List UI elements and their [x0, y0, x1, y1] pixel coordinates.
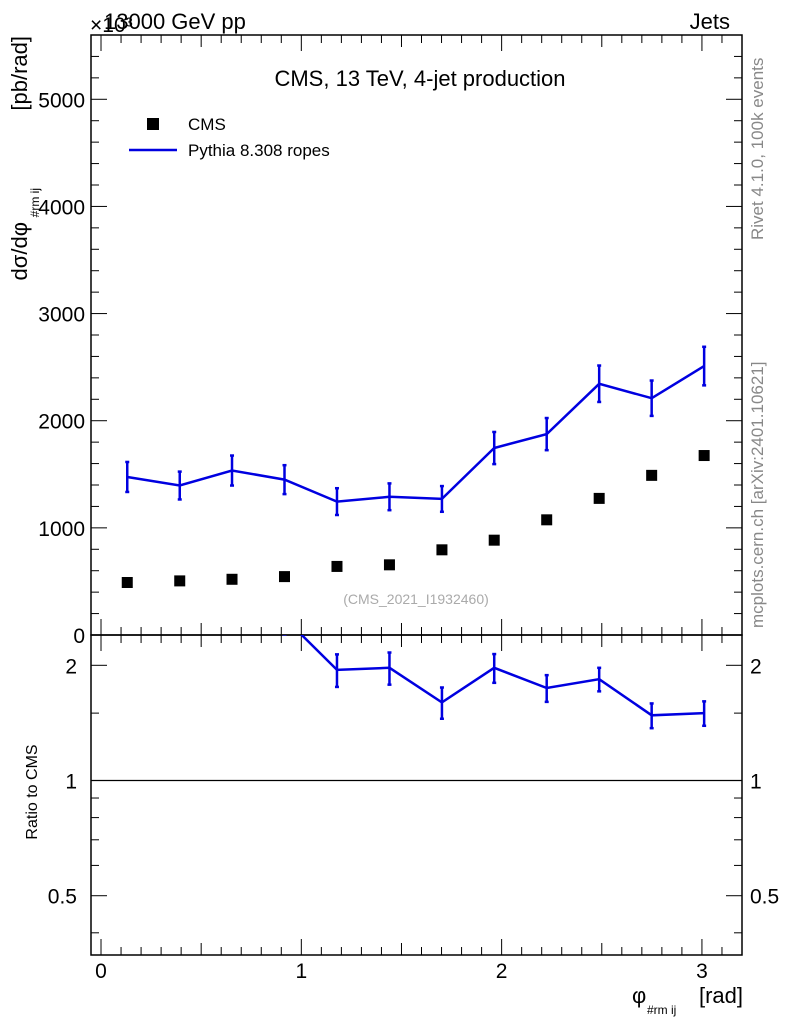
header-energy-label: 13000 GeV pp — [104, 9, 246, 34]
y-axis-label-sub: #rm ij — [28, 188, 42, 217]
cms-data-point — [541, 514, 553, 526]
header-category-label: Jets — [690, 9, 730, 34]
main-y-tick-label: 1000 — [38, 518, 85, 541]
ratio-y-tick-label: 1 — [65, 771, 77, 794]
y-axis-label-unit: [pb/rad] — [7, 36, 32, 111]
legend-label-cms: CMS — [188, 115, 226, 134]
cms-data-point — [121, 577, 133, 588]
legend: CMS Pythia 8.308 ropes — [129, 115, 330, 160]
x-axis-label: φ #rm ij [rad] — [632, 983, 743, 1017]
x-axis-label-main: φ — [632, 983, 646, 1008]
cms-data-point — [278, 571, 290, 583]
ratio-y-tick-label: 0.5 — [48, 886, 77, 909]
cms-data-point — [226, 573, 238, 585]
main-y-tick-label: 4000 — [38, 196, 85, 219]
cms-data-point — [174, 575, 186, 587]
ratio-plot-frame — [90, 634, 743, 956]
ratio-mc-series — [282, 635, 707, 730]
y-axis-label-main: dσ/dφ — [7, 222, 32, 280]
cms-data-point — [698, 450, 710, 462]
cms-data-point — [383, 559, 395, 571]
cms-data-point — [593, 492, 605, 504]
main-y-tick-label: 2000 — [38, 411, 85, 434]
mcplots-label: mcplots.cern.ch [arXiv:2401.10621] — [748, 362, 767, 628]
axis-ticks: 0 1000 2000 3000 4000 5000 0 1 2 3 0.5 0.5 1 1 2 2 — [38, 35, 779, 983]
pythia-line — [127, 365, 705, 503]
x-tick-label: 1 — [295, 960, 307, 983]
chart-title: CMS, 13 TeV, 4-jet production — [274, 66, 565, 91]
main-mc-series — [125, 345, 707, 517]
main-y-tick-label: 5000 — [38, 89, 85, 112]
cms-data-point — [488, 534, 500, 546]
cms-data-point — [331, 560, 343, 572]
legend-marker-cms — [147, 118, 159, 130]
rivet-version-label: Rivet 4.1.0, 100k events — [748, 58, 767, 240]
x-axis-label-unit: [rad] — [699, 983, 743, 1008]
main-y-tick-label: 3000 — [38, 304, 85, 327]
ratio-line — [299, 635, 705, 717]
y-axis-label: dσ/dφ #rm ij [pb/rad] — [7, 36, 42, 280]
ratio-y-axis-label: Ratio to CMS — [24, 744, 41, 839]
x-tick-label: 2 — [496, 960, 508, 983]
cms-data-point — [436, 544, 448, 556]
x-axis-label-sub: #rm ij — [647, 1003, 676, 1017]
ratio-y-tick-label-right: 0.5 — [750, 886, 779, 909]
x-tick-label: 3 — [696, 960, 708, 983]
analysis-watermark: (CMS_2021_I1932460) — [343, 591, 489, 607]
legend-label-pythia: Pythia 8.308 ropes — [188, 141, 330, 160]
main-y-tick-label: 0 — [73, 625, 85, 648]
cms-data-point — [646, 469, 658, 481]
y-axis-exponent: ×10³ — [90, 14, 133, 37]
ratio-y-tick-label-right: 2 — [750, 655, 762, 678]
x-tick-label: 0 — [95, 960, 107, 983]
main-data-series — [121, 450, 710, 588]
ratio-y-tick-label: 2 — [65, 655, 77, 678]
ratio-y-tick-label-right: 1 — [750, 771, 762, 794]
ratio-clipped-group — [282, 635, 707, 730]
